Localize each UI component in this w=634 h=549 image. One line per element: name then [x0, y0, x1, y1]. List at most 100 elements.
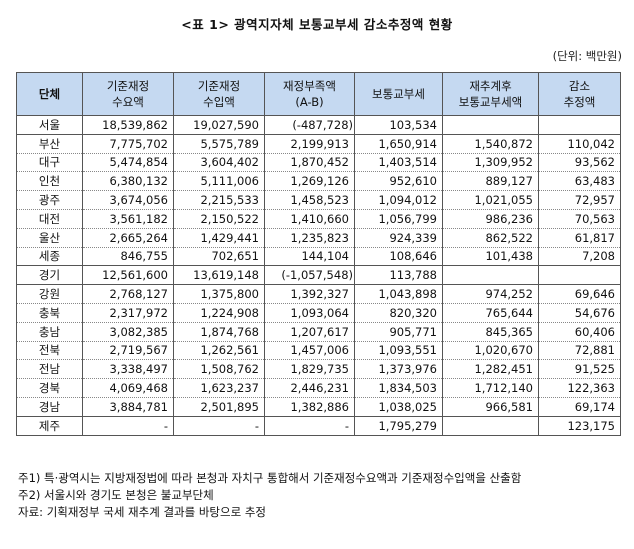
column-header: 재추계후 보통교부세액	[442, 72, 539, 116]
value-cell: -	[82, 415, 174, 436]
value-cell: 2,768,127	[82, 284, 174, 304]
table-row: 부산 7,775,702 5,575,789 2,199,913 1,650,914 1,…	[16, 133, 621, 154]
value-cell: 69,174	[538, 396, 621, 417]
value-cell: 91,525	[538, 359, 621, 379]
column-header-text: 감소	[568, 79, 591, 93]
column-header-text: 단체	[38, 87, 61, 101]
column-header: 기준재정 수입액	[173, 72, 265, 116]
value-cell: 3,082,385	[82, 321, 174, 342]
value-cell: -	[173, 415, 265, 436]
value-cell: 2,446,231	[264, 378, 355, 398]
table-row: 대구 5,474,854 3,604,402 1,870,452 1,403,514 1,…	[16, 152, 621, 172]
region-cell: 경북	[16, 378, 83, 398]
value-cell: 3,674,056	[82, 190, 174, 210]
value-cell: 5,111,006	[173, 171, 265, 191]
value-cell: 108,646	[354, 246, 443, 266]
value-cell: 3,561,182	[82, 208, 174, 229]
value-cell: 5,474,854	[82, 152, 174, 172]
value-cell: 54,676	[538, 302, 621, 323]
value-cell: 1,093,551	[354, 340, 443, 360]
value-cell: 61,817	[538, 227, 621, 248]
value-cell: 1,508,762	[173, 359, 265, 379]
value-cell: 2,199,913	[264, 133, 355, 154]
value-cell: 122,363	[538, 378, 621, 398]
value-cell: 862,522	[442, 227, 539, 248]
column-header-text: 보통교부세	[372, 87, 425, 101]
value-cell: 1,020,670	[442, 340, 539, 360]
column-header: 기준재정 수요액	[82, 72, 174, 116]
value-cell: 889,127	[442, 171, 539, 191]
region-cell: 대구	[16, 152, 83, 172]
table-row: 전북 2,719,567 1,262,561 1,457,006 1,093,551 1,…	[16, 340, 621, 360]
value-cell: 1,874,768	[173, 321, 265, 342]
value-cell: (-487,728)	[264, 115, 355, 135]
value-cell: 1,650,914	[354, 133, 443, 154]
value-cell: 6,380,132	[82, 171, 174, 191]
value-cell: 1,043,898	[354, 284, 443, 304]
value-cell: 1,038,025	[354, 396, 443, 417]
value-cell: 12,561,600	[82, 265, 174, 285]
value-cell: 1,429,441	[173, 227, 265, 248]
value-cell: 144,104	[264, 246, 355, 266]
column-header: 감소 추정액	[538, 72, 621, 116]
value-cell: 2,501,895	[173, 396, 265, 417]
value-cell: 72,957	[538, 190, 621, 210]
value-cell: 952,610	[354, 171, 443, 191]
footnote-line: 주1) 특·광역시는 지방재정법에 따라 본청과 자치구 통합해서 기준재정수요…	[18, 471, 522, 485]
footnote-line: 주2) 서울시와 경기도 본청은 불교부단체	[18, 488, 214, 502]
value-cell: 1,410,660	[264, 208, 355, 229]
value-cell: 13,619,148	[173, 265, 265, 285]
table-row: 경기 12,561,600 13,619,148 (-1,057,548) 113,78…	[16, 265, 621, 285]
table-row: 강원 2,768,127 1,375,800 1,392,327 1,043,898 97…	[16, 284, 621, 304]
column-header-text: (A-B)	[295, 95, 324, 109]
value-cell: 101,438	[442, 246, 539, 266]
value-cell: 1,207,617	[264, 321, 355, 342]
region-cell: 울산	[16, 227, 83, 248]
value-cell	[442, 265, 539, 285]
value-cell	[442, 115, 539, 135]
column-header: 재정부족액 (A-B)	[264, 72, 355, 116]
region-cell: 경기	[16, 265, 83, 285]
region-cell: 전남	[16, 359, 83, 379]
value-cell: 1,458,523	[264, 190, 355, 210]
value-cell: 1,224,908	[173, 302, 265, 323]
value-cell: 3,884,781	[82, 396, 174, 417]
table-row: 대전 3,561,182 2,150,522 1,410,660 1,056,799 98…	[16, 208, 621, 229]
value-cell: 1,795,279	[354, 415, 443, 436]
value-cell	[442, 415, 539, 436]
region-cell: 제주	[16, 415, 83, 436]
column-header-text: 재정부족액	[283, 79, 336, 93]
region-cell: 서울	[16, 115, 83, 135]
column-header-text: 보통교부세액	[458, 95, 523, 109]
value-cell	[538, 115, 621, 135]
table-row: 서울 18,539,862 19,027,590 (-487,728) 103,534	[16, 115, 621, 135]
value-cell: 2,317,972	[82, 302, 174, 323]
value-cell: 1,457,006	[264, 340, 355, 360]
value-cell: 986,236	[442, 208, 539, 229]
value-cell: 846,755	[82, 246, 174, 266]
table-row: 충북 2,317,972 1,224,908 1,093,064 820,320 765,…	[16, 302, 621, 323]
value-cell: 1,623,237	[173, 378, 265, 398]
value-cell: 1,269,126	[264, 171, 355, 191]
value-cell: 924,339	[354, 227, 443, 248]
value-cell: 1,021,055	[442, 190, 539, 210]
value-cell: 1,403,514	[354, 152, 443, 172]
column-header-text: 기준재정	[106, 79, 150, 93]
table-row: 인천 6,380,132 5,111,006 1,269,126 952,610 889,…	[16, 171, 621, 191]
value-cell: 69,646	[538, 284, 621, 304]
value-cell: 113,788	[354, 265, 443, 285]
table-row: 충남 3,082,385 1,874,768 1,207,617 905,771 845,…	[16, 321, 621, 342]
value-cell: 1,829,735	[264, 359, 355, 379]
value-cell: 110,042	[538, 133, 621, 154]
value-cell: 2,150,522	[173, 208, 265, 229]
region-cell: 강원	[16, 284, 83, 304]
value-cell: 2,719,567	[82, 340, 174, 360]
footnote-line: 자료: 기획재정부 국세 재추계 결과를 바탕으로 추정	[18, 505, 266, 519]
column-header: 단체	[16, 72, 83, 116]
region-cell: 대전	[16, 208, 83, 229]
value-cell: 72,881	[538, 340, 621, 360]
value-cell: 1,262,561	[173, 340, 265, 360]
footnotes: 주1) 특·광역시는 지방재정법에 따라 본청과 자치구 통합해서 기준재정수요…	[18, 470, 622, 521]
value-cell: 765,644	[442, 302, 539, 323]
table-row: 전남 3,338,497 1,508,762 1,829,735 1,373,976 1,…	[16, 359, 621, 379]
